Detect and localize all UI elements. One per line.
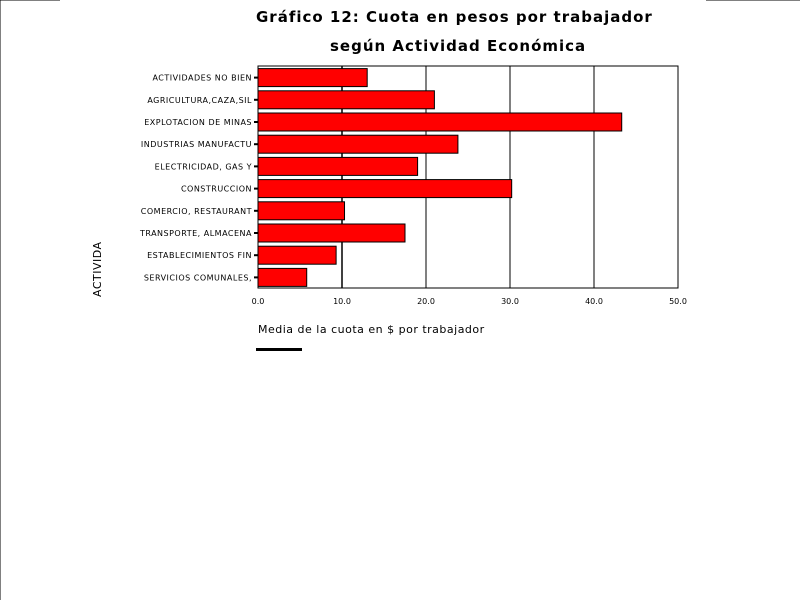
x-tick-label: 0.0 — [252, 297, 265, 306]
chart-title-line1: Gráfico 12: Cuota en pesos por trabajado… — [256, 8, 653, 26]
x-tick-label: 10.0 — [333, 297, 351, 306]
category-label: EXPLOTACION DE MINAS — [144, 118, 252, 127]
category-label: ACTIVIDADES NO BIEN — [152, 74, 252, 83]
x-axis-title: Media de la cuota en $ por trabajador — [258, 323, 485, 336]
y-axis-title: ACTIVIDA — [91, 241, 104, 297]
x-tick-label: 30.0 — [501, 297, 519, 306]
category-label: COMERCIO, RESTAURANT — [141, 207, 252, 216]
bar — [257, 156, 419, 176]
x-tick-label: 50.0 — [669, 297, 687, 306]
category-label: TRANSPORTE, ALMACENA — [139, 229, 252, 238]
footnote-mark — [256, 348, 302, 351]
bar — [257, 68, 368, 88]
category-label: CONSTRUCCION — [181, 185, 252, 194]
category-label: INDUSTRIAS MANUFACTU — [141, 140, 252, 149]
bar — [257, 134, 459, 154]
category-label: AGRICULTURA,CAZA,SIL — [147, 96, 252, 105]
category-label: ESTABLECIMIENTOS FIN — [147, 251, 252, 260]
category-labels: ACTIVIDADES NO BIEN AGRICULTURA,CAZA,SIL E… — [139, 74, 258, 282]
bar — [257, 201, 346, 221]
bar — [257, 112, 623, 132]
bar — [257, 179, 513, 199]
category-label: SERVICIOS COMUNALES, — [144, 273, 252, 282]
category-label: ELECTRICIDAD, GAS Y — [155, 162, 252, 171]
bar — [257, 245, 337, 265]
plot-frame — [257, 65, 679, 289]
bar — [257, 223, 406, 243]
chart-title-line2: según Actividad Económica — [330, 37, 587, 55]
bar — [257, 90, 435, 110]
x-tick-label: 20.0 — [417, 297, 435, 306]
bars — [257, 68, 623, 287]
x-tick-label: 40.0 — [585, 297, 603, 306]
x-tick-labels: 0.0 10.0 20.0 30.0 40.0 50.0 — [252, 297, 687, 306]
bar — [257, 267, 308, 287]
